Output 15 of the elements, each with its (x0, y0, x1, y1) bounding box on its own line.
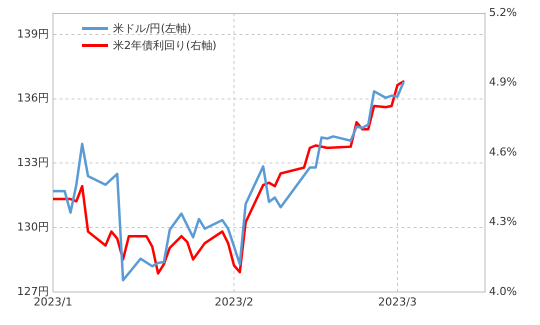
y2-tick-label: 4.0% (489, 284, 517, 298)
x-tick-label: 2023/3 (378, 295, 417, 308)
legend-label: 米ドル/円(左軸) (113, 21, 192, 36)
y2-tick-label: 4.3% (489, 215, 517, 228)
y2-tick-label: 4.9% (489, 76, 517, 89)
y-tick-label: 130円 (17, 220, 49, 234)
x-tick-label: 2023/2 (214, 295, 254, 308)
y2-tick-label: 4.6% (489, 145, 517, 158)
legend-label: 米2年債利回り(右軸) (113, 38, 217, 53)
y-tick-label: 127円 (17, 284, 49, 298)
y2-tick-label: 5.2% (489, 6, 517, 19)
y-tick-label: 133円 (17, 156, 49, 170)
y-tick-label: 139円 (17, 27, 49, 40)
x-tick-label: 2023/1 (34, 295, 72, 308)
y-tick-label: 136円 (17, 92, 49, 105)
